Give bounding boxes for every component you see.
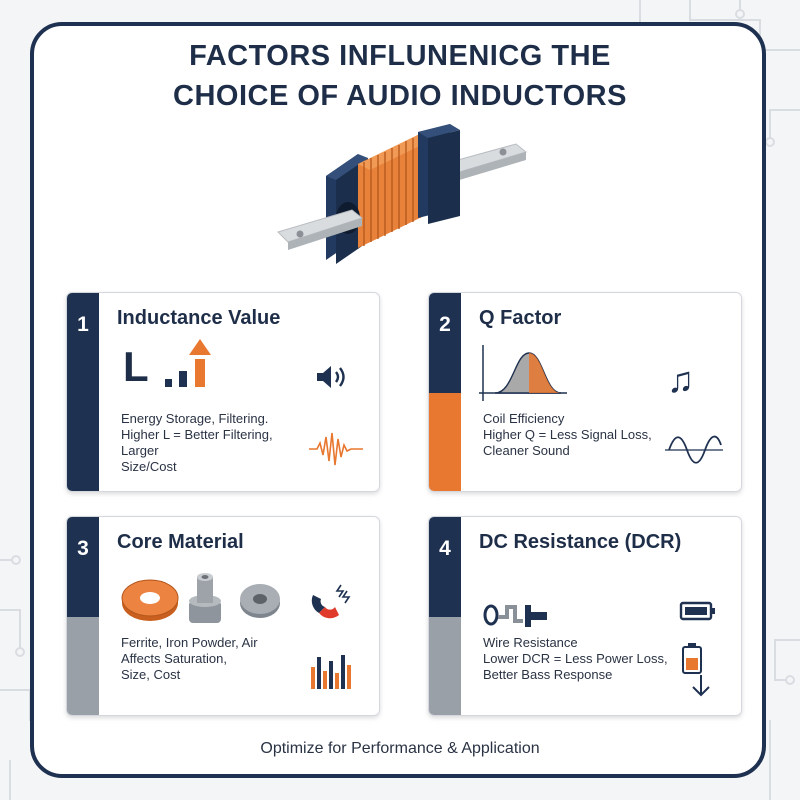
ferrite-toroid-icon: [121, 579, 179, 621]
card-number-strip: [429, 517, 461, 715]
card-title: Core Material: [117, 531, 244, 553]
card-number: 2: [439, 313, 451, 336]
card-number: 3: [77, 537, 89, 560]
card-title: Q Factor: [479, 307, 562, 329]
card-description-line: Size, Cost: [121, 667, 181, 682]
card-description-line: Coil Efficiency: [483, 411, 565, 426]
card-description-line: Affects Saturation,: [121, 651, 227, 666]
card-number-strip: [429, 293, 461, 491]
inductor-illustration: [277, 124, 528, 264]
card-description-line: Higher L = Better Filtering,: [121, 427, 273, 442]
footer-caption: Optimize for Performance & Application: [260, 740, 540, 757]
card-description: Coil Efficiency Higher Q = Less Signal L…: [483, 411, 663, 459]
card-description-line: Lower DCR = Less Power Loss,: [483, 651, 668, 666]
card-description-line: Higher Q = Less Signal Loss,: [483, 427, 652, 442]
air-core-ring-icon: [240, 584, 280, 618]
sound-wave-icon: [309, 432, 363, 466]
equalizer-bars-icon: [311, 655, 351, 689]
resistor-symbol-icon: [483, 604, 547, 627]
card-description: Wire Resistance Lower DCR = Less Power L…: [483, 635, 668, 683]
card-description-line: Better Bass Response: [483, 667, 613, 682]
page-title-line-1: FACTORS INFLUNENICG THE: [189, 40, 611, 72]
battery-icon: [679, 601, 715, 621]
card-number: 1: [77, 313, 89, 336]
sine-wave-icon: [665, 435, 723, 464]
card-number-strip: [67, 293, 99, 491]
battery-low-down-icon: [682, 643, 710, 697]
card-description: Energy Storage, Filtering. Higher L = Be…: [121, 411, 301, 475]
inductance-symbol: L: [123, 343, 149, 390]
card-inductance-value: 1 Inductance Value L Energy Storage, Fil…: [66, 292, 380, 492]
card-number: 4: [439, 537, 451, 560]
bell-curve-graph-icon: [479, 345, 567, 401]
card-description-line: Size/Cost: [121, 459, 177, 474]
card-description-line: Energy Storage, Filtering.: [121, 411, 269, 426]
card-description-line: Cleaner Sound: [483, 443, 570, 458]
card-core-material: 3 Core Material Ferrite, Iron Powder, Ai…: [66, 516, 380, 716]
page-title-line-2: CHOICE OF AUDIO INDUCTORS: [173, 80, 627, 112]
card-dc-resistance: 4 DC Resistance (DCR) Wire Resistance Lo…: [428, 516, 742, 716]
card-description: Ferrite, Iron Powder, Air Affects Satura…: [121, 635, 301, 683]
card-title: DC Resistance (DCR): [479, 531, 682, 553]
music-note-icon: ♫: [667, 359, 694, 400]
card-q-factor: 2 Q Factor ♫ Coil Efficiency Higher Q = …: [428, 292, 742, 492]
card-description-line: Larger: [121, 443, 159, 458]
card-description-line: Ferrite, Iron Powder, Air: [121, 635, 258, 650]
card-title: Inductance Value: [117, 307, 281, 329]
bar-rising-arrow-icon: [165, 339, 211, 387]
magnet-icon: [311, 584, 351, 619]
card-description-line: Wire Resistance: [483, 635, 578, 650]
card-number-strip: [67, 517, 99, 715]
iron-powder-core-icon: [189, 573, 221, 623]
speaker-icon: [317, 366, 345, 388]
